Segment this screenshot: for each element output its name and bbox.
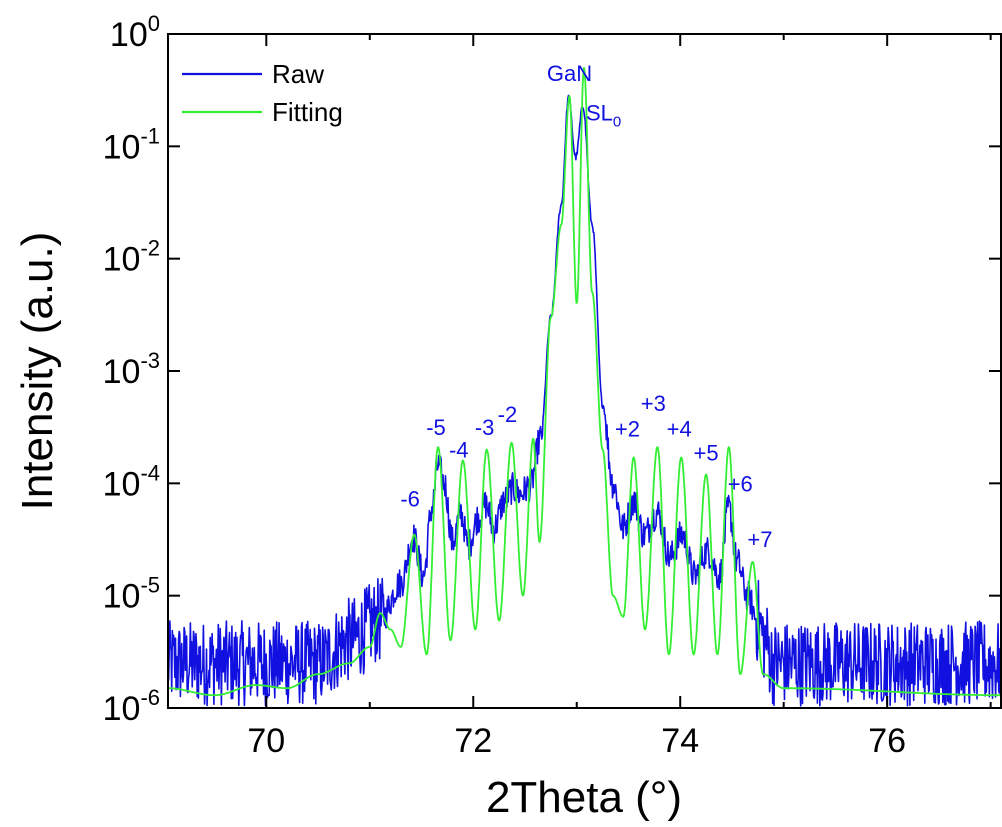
axis-layer: 70 72 74 76 10-6 10-5 10-4 10-3 10-2 10-1 100 xyxy=(103,11,1001,760)
peak-label: +3 xyxy=(641,391,666,416)
series-line-fitting xyxy=(168,66,1001,697)
legend: Raw Fitting xyxy=(182,59,343,127)
peak-label: +6 xyxy=(728,471,753,496)
plot-frame xyxy=(167,33,1002,709)
peak-label: SL0 xyxy=(586,100,621,130)
peak-label: GaN xyxy=(547,61,592,86)
x-axis-title: 2Theta (°) xyxy=(486,773,682,822)
series-layer xyxy=(168,66,1001,707)
y-tick-label: 10-3 xyxy=(103,348,160,391)
peak-label: +7 xyxy=(747,527,772,552)
peak-label: -4 xyxy=(449,437,469,462)
peak-label: +2 xyxy=(615,417,640,442)
series-line-raw xyxy=(168,94,1001,707)
peak-label: +4 xyxy=(667,417,692,442)
peak-label: -6 xyxy=(400,487,420,512)
y-tick-label: 10-5 xyxy=(103,573,160,616)
x-tick-label: 76 xyxy=(868,722,906,760)
y-tick-label: 10-2 xyxy=(103,236,160,279)
annotation-layer: GaN SL0 -6 -5-4-3-2 +2+3+4+5 +6 +7 xyxy=(400,61,772,552)
peak-label: +5 xyxy=(694,440,719,465)
peak-label: -5 xyxy=(426,415,446,440)
peak-label: -3 xyxy=(475,415,495,440)
legend-label-fitting: Fitting xyxy=(272,97,343,127)
y-tick-label: 100 xyxy=(110,11,160,54)
y-axis-title: Intensity (a.u.) xyxy=(13,232,62,511)
y-tick-label: 10-6 xyxy=(103,685,160,728)
y-tick-label: 10-4 xyxy=(103,460,160,503)
legend-label-raw: Raw xyxy=(272,59,324,89)
x-tick-label: 74 xyxy=(661,722,699,760)
x-tick-label: 72 xyxy=(454,722,492,760)
y-tick-label: 10-1 xyxy=(103,123,160,166)
peak-label: -2 xyxy=(498,402,518,427)
x-tick-label: 70 xyxy=(247,722,285,760)
